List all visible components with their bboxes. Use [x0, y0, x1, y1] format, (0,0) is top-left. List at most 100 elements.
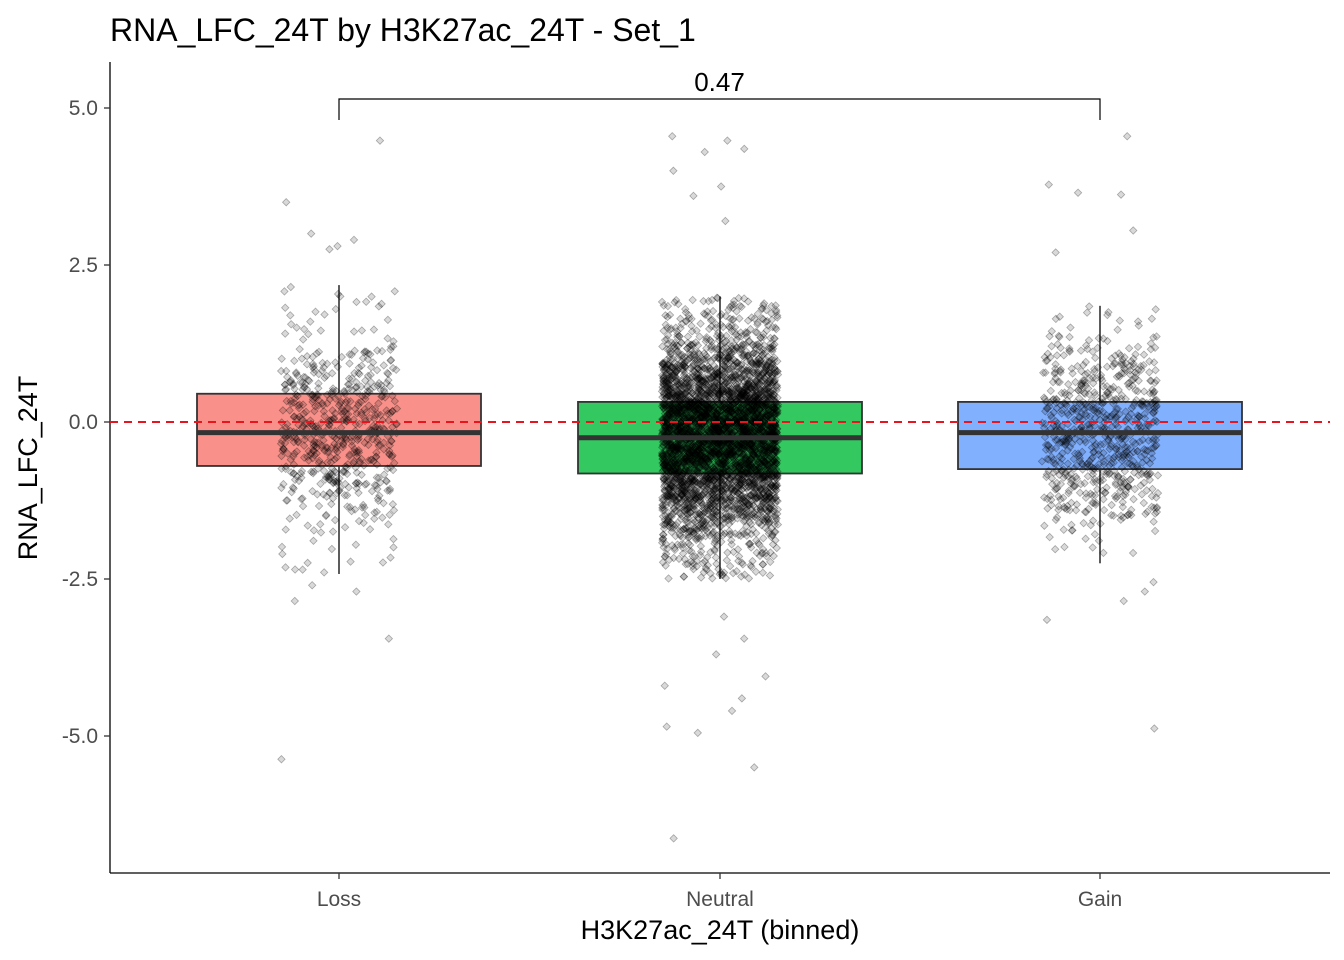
data-point	[367, 455, 376, 465]
y-tick-label: -5.0	[62, 725, 98, 748]
data-point	[321, 443, 331, 452]
data-point	[343, 502, 352, 511]
data-point	[687, 321, 696, 331]
data-point	[325, 420, 334, 430]
data-point	[372, 507, 382, 517]
data-point	[369, 414, 379, 423]
data-point	[289, 412, 299, 422]
data-point	[365, 524, 375, 534]
data-point	[279, 479, 288, 489]
data-point	[320, 411, 329, 421]
data-point	[289, 379, 298, 389]
points-layer	[276, 132, 1163, 843]
data-point	[324, 474, 334, 484]
data-point	[281, 385, 290, 395]
data-point	[331, 445, 341, 455]
data-point	[1059, 351, 1069, 360]
data-point	[371, 452, 381, 462]
data-point	[366, 377, 376, 387]
data-point	[314, 383, 323, 393]
data-point	[351, 478, 361, 488]
data-point	[303, 452, 312, 462]
data-point	[302, 384, 312, 394]
data-point	[345, 502, 355, 512]
data-point	[286, 319, 296, 329]
data-point	[293, 437, 303, 446]
data-point	[322, 371, 331, 380]
y-tick-label: 5.0	[69, 97, 98, 120]
data-point	[293, 401, 303, 410]
data-point	[372, 481, 381, 490]
data-point	[383, 464, 392, 473]
data-point	[281, 366, 291, 376]
data-point	[345, 350, 354, 359]
data-point	[285, 514, 295, 523]
data-point	[352, 483, 361, 493]
data-point	[299, 453, 309, 462]
data-point	[1149, 517, 1158, 526]
data-point	[343, 460, 353, 469]
data-point	[343, 380, 353, 389]
data-point	[373, 421, 383, 430]
data-point	[355, 458, 365, 468]
data-point	[343, 410, 353, 419]
data-point	[278, 406, 288, 415]
data-point	[298, 501, 308, 511]
data-point	[297, 466, 307, 476]
data-point	[374, 302, 384, 311]
data-point	[388, 499, 398, 509]
data-point	[312, 443, 321, 452]
data-point	[339, 466, 348, 476]
data-point	[307, 448, 316, 458]
data-point	[1090, 530, 1100, 539]
data-point	[1081, 534, 1090, 543]
x-tick-label: Loss	[317, 888, 361, 911]
data-point	[383, 369, 393, 379]
data-point	[388, 465, 398, 475]
data-point	[282, 496, 291, 505]
data-point	[357, 470, 366, 480]
box-loss	[196, 392, 482, 467]
data-point	[361, 391, 370, 400]
data-point	[312, 390, 321, 399]
data-point	[290, 356, 299, 366]
data-point	[359, 518, 368, 528]
data-point	[385, 450, 394, 459]
data-point	[332, 453, 342, 462]
data-point	[389, 534, 398, 544]
data-point	[313, 401, 323, 410]
data-point	[390, 396, 400, 406]
data-point	[368, 435, 377, 444]
data-point	[391, 365, 401, 374]
data-point	[338, 409, 347, 418]
data-point	[318, 358, 327, 368]
data-point	[316, 519, 325, 529]
y-ticks: 5.02.50.0-2.5-5.0	[62, 97, 110, 748]
data-point	[286, 377, 296, 387]
data-point	[288, 433, 297, 442]
data-point	[352, 387, 362, 397]
data-point	[388, 391, 397, 400]
data-point	[338, 442, 348, 452]
x-tick-label: Gain	[1078, 888, 1122, 911]
data-point	[281, 462, 291, 471]
data-point	[341, 409, 351, 419]
data-point	[309, 442, 319, 451]
data-point	[370, 480, 380, 490]
data-point	[759, 533, 768, 543]
data-point	[310, 451, 319, 460]
data-point	[328, 406, 337, 415]
data-point	[386, 553, 395, 562]
data-point	[1124, 344, 1134, 353]
data-point	[330, 439, 339, 449]
data-point	[327, 443, 336, 453]
data-point	[1094, 536, 1104, 546]
data-point	[289, 437, 299, 447]
data-point	[336, 397, 346, 407]
data-point	[379, 438, 388, 447]
data-point	[331, 358, 340, 367]
data-point	[314, 396, 324, 405]
data-point	[329, 478, 338, 487]
data-point	[371, 422, 380, 432]
data-point	[282, 396, 292, 406]
